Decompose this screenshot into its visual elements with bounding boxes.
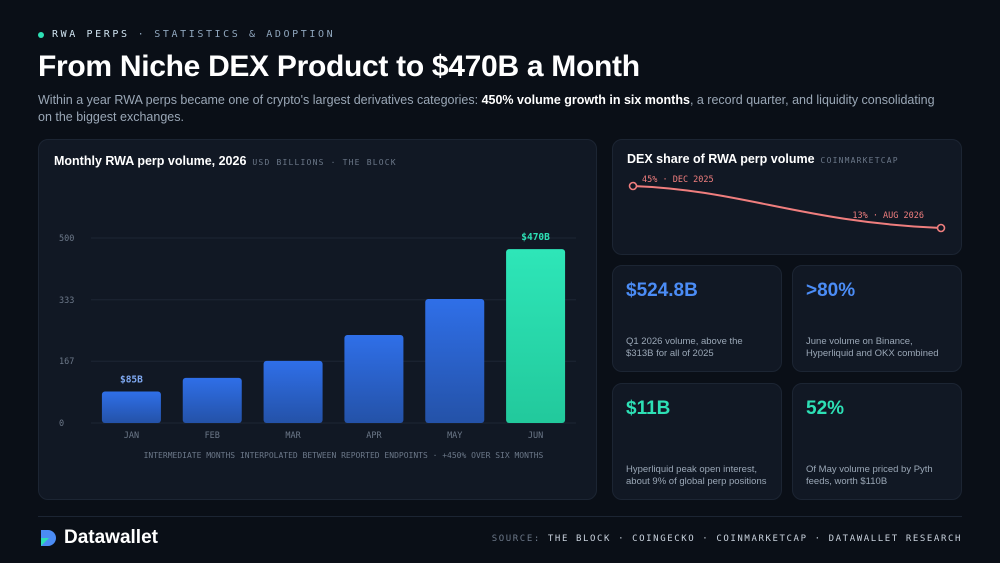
x-tick-label: JUN xyxy=(528,431,543,441)
stat-value: >80% xyxy=(806,280,856,301)
source-list: THE BLOCK · COINGECKO · COINMARKETCAP · … xyxy=(547,534,962,544)
dex-share-point xyxy=(628,181,638,191)
page-title: From Niche DEX Product to $470B a Month xyxy=(38,50,640,83)
y-tick-label: 167 xyxy=(59,357,74,367)
stat-value: $11B xyxy=(626,398,671,419)
dex-share-point-label: 13% · AUG 2026 xyxy=(852,211,924,221)
source-label: SOURCE: xyxy=(491,534,541,544)
bar-may xyxy=(425,299,485,423)
bar-jun xyxy=(506,249,566,423)
dex-share-point xyxy=(936,223,946,233)
eyebrow-primary: RWA PERPS xyxy=(52,29,130,40)
page-subtitle: Within a year RWA perps became one of cr… xyxy=(38,92,938,126)
bar-data-label: $85B xyxy=(120,375,143,386)
dex-share-title-text: DEX share of RWA perp volume xyxy=(627,152,815,166)
source-line: SOURCE: THE BLOCK · COINGECKO · COINMARK… xyxy=(492,534,962,544)
bar-jan xyxy=(101,391,161,423)
volume-chart-note: USD BILLIONS · THE BLOCK xyxy=(252,158,397,167)
stat-description: June volume on Binance, Hyperliquid and … xyxy=(806,336,939,359)
subtitle-pre: Within a year RWA perps became one of cr… xyxy=(38,93,482,107)
eyebrow-dot-icon xyxy=(38,31,44,38)
stat-card-pyth-share: 52% Of May volume priced by Pyth feeds, … xyxy=(792,383,962,500)
y-tick-label: 333 xyxy=(59,296,74,306)
y-tick-label: 0 xyxy=(59,419,64,429)
dex-share-title: DEX share of RWA perp volume COINMARKETCA… xyxy=(627,152,899,166)
stat-card-june-share: >80% June volume on Binance, Hyperliquid… xyxy=(792,265,962,372)
x-tick-label: APR xyxy=(366,431,382,441)
dex-share-card: DEX share of RWA perp volume COINMARKETCA… xyxy=(612,139,962,255)
x-tick-label: FEB xyxy=(205,431,220,441)
stat-description: Q1 2026 volume, above the $313B for all … xyxy=(626,336,743,359)
eyebrow-separator: · xyxy=(137,29,147,40)
dex-share-series-line xyxy=(632,185,942,229)
bar-data-label: $470B xyxy=(521,232,550,243)
stat-card-open-interest: $11B Hyperliquid peak open interest, abo… xyxy=(612,383,782,500)
stat-description: Of May volume priced by Pyth feeds, wort… xyxy=(806,464,933,487)
stat-card-q1-volume: $524.8B Q1 2026 volume, above the $313B … xyxy=(612,265,782,372)
subtitle-post: , a record quarter, and liquidity consol… xyxy=(38,93,935,124)
brand-name: Datawallet xyxy=(64,527,158,548)
x-tick-label: MAR xyxy=(285,431,301,441)
datawallet-logo-icon xyxy=(41,530,56,546)
x-tick-label: JAN xyxy=(124,431,139,441)
stat-value: $524.8B xyxy=(626,280,698,301)
chart-footnote: INTERMEDIATE MONTHS INTERPOLATED BETWEEN… xyxy=(144,451,544,460)
bar-apr xyxy=(344,334,404,423)
eyebrow-secondary: STATISTICS & ADOPTION xyxy=(154,29,336,40)
dex-share-note: COINMARKETCAP xyxy=(820,156,899,165)
stat-value: 52% xyxy=(806,398,845,419)
dex-share-point-label: 45% · DEC 2025 xyxy=(642,175,714,185)
stat-description: Hyperliquid peak open interest, about 9%… xyxy=(626,464,767,487)
x-tick-label: MAY xyxy=(447,431,462,441)
volume-chart-card: Monthly RWA perp volume, 2026 USD BILLION… xyxy=(38,139,597,500)
subtitle-bold: 450% volume growth in six months xyxy=(481,93,690,107)
eyebrow: RWA PERPS · STATISTICS & ADOPTION xyxy=(38,29,335,40)
y-tick-label: 500 xyxy=(59,234,74,244)
volume-bar-chart: 0 167 333 500 JAN $85B FEB MAR APR MAY JUN $470B INT… xyxy=(59,232,576,460)
volume-chart-title: Monthly RWA perp volume, 2026 USD BILLION… xyxy=(54,154,397,168)
volume-chart-title-text: Monthly RWA perp volume, 2026 xyxy=(54,154,247,168)
brand: Datawallet xyxy=(38,527,158,549)
bar-feb xyxy=(182,377,242,423)
footer-divider xyxy=(38,516,962,517)
bar-mar xyxy=(263,360,323,423)
dex-share-line-chart: 45% · DEC 2025 13% · AUG 2026 xyxy=(628,175,946,233)
